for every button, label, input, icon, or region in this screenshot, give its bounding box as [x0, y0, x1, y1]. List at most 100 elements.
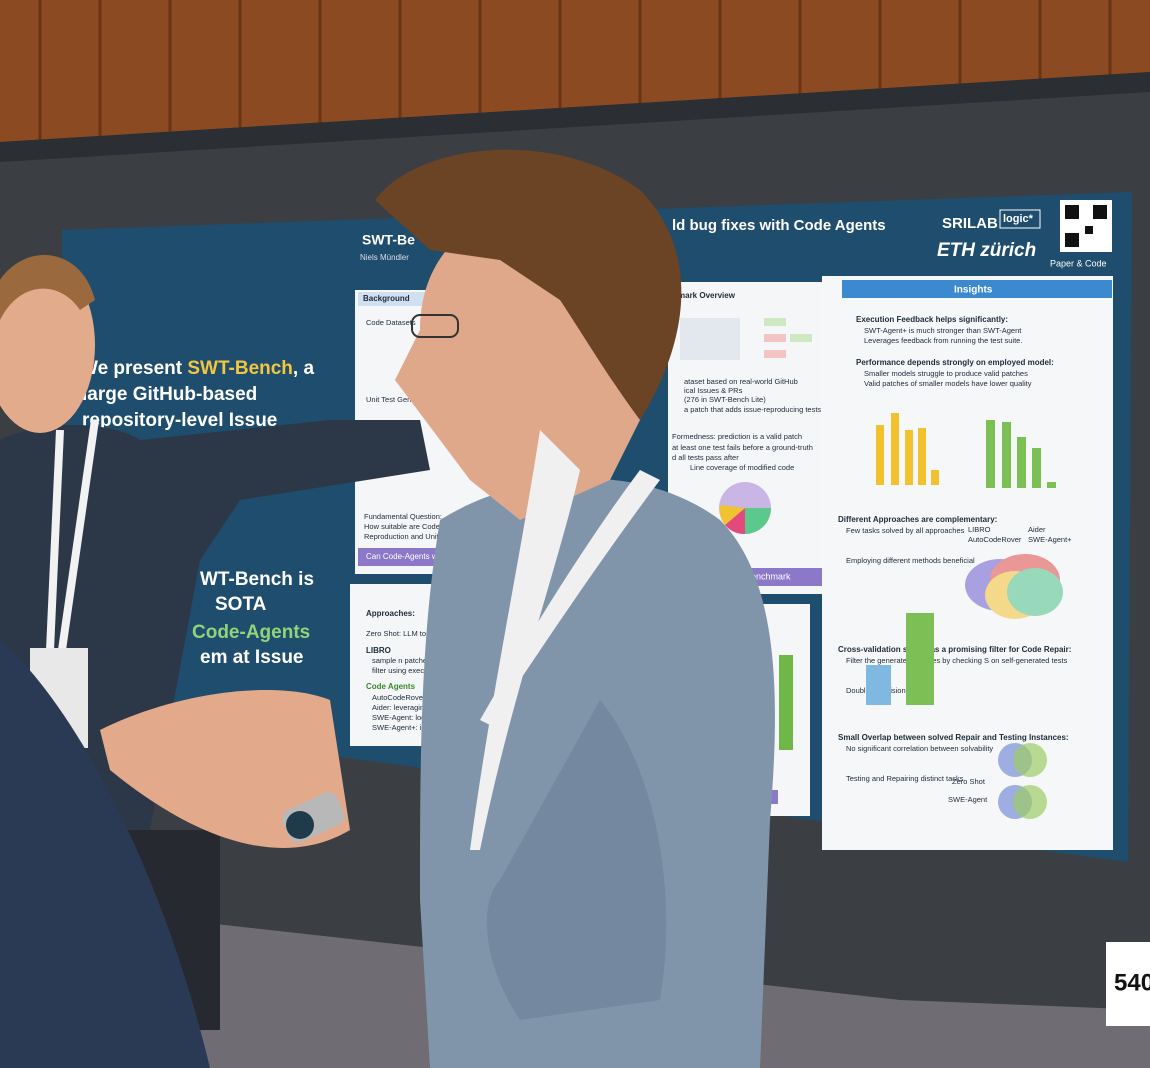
venn-legend: Aider	[1028, 525, 1046, 534]
venn-figure	[1013, 785, 1047, 819]
lab-logo: SRILAB	[942, 215, 998, 232]
overview-line: d all tests pass after	[672, 453, 739, 462]
approach-item: filter using execution feedback	[372, 666, 473, 675]
insights-panel	[822, 276, 1113, 850]
table-cell	[790, 334, 812, 342]
intro-highlight: SWT-Bench	[187, 358, 293, 379]
lanyard	[480, 470, 660, 725]
insight-title: Small Overlap between solved Repair and …	[838, 733, 1069, 742]
venn-legend: SWE-Agent+	[1028, 535, 1072, 544]
poster-authors: Niels Mündler	[360, 253, 409, 262]
board-frame	[0, 72, 1150, 162]
approach-item: LIBRO	[366, 646, 391, 655]
bar-figure	[866, 665, 891, 705]
insight-bullet: Smaller models struggle to produce valid…	[864, 369, 1028, 378]
intro-tail: , a	[293, 358, 315, 379]
insight-sections: Execution Feedback helps significantly: S…	[838, 315, 1071, 783]
background-item: Fundamental Question:	[364, 512, 442, 521]
background-item: Reproduction and Unit Test Generation?	[364, 532, 498, 541]
logic-box	[999, 209, 1041, 229]
overview-line: (276 in SWT-Bench Lite)	[684, 395, 766, 404]
lanyard	[58, 419, 99, 651]
foreground-shoulder	[0, 640, 210, 1068]
intro-line: We present SWT-Bench, a	[80, 358, 314, 379]
intro-line: large GitHub-based	[82, 384, 257, 405]
booth-sign	[1106, 942, 1150, 1026]
university-logo: ETH zürich	[937, 240, 1036, 261]
intro-line: repository-level Issue	[82, 410, 277, 431]
banner-text: Benchmark	[745, 571, 791, 581]
bar-figure	[876, 413, 939, 485]
panel-title: Background	[363, 294, 410, 303]
insight-bullet: Filter the generated Patches by checking…	[846, 656, 1068, 665]
approach-item: sample n patches	[372, 656, 431, 665]
conclusion-line: em at Issue	[200, 647, 304, 668]
insight-bullet: No significant correlation between solva…	[846, 744, 993, 753]
poster-logo: SWT-Be	[362, 232, 415, 248]
insight-bullet: Employing different methods beneficial	[846, 556, 975, 565]
lanyard	[46, 429, 64, 651]
person-hair	[375, 149, 682, 420]
overview-line: Line coverage of modified code	[690, 463, 794, 472]
pie-slice	[725, 508, 745, 535]
conclusion-line: SOTA	[215, 594, 267, 615]
overview-line: ical Issues & PRs	[684, 386, 743, 395]
insight-bullet: SWT-Agent+ is much stronger than SWT-Age…	[864, 326, 1022, 335]
insight-title: Different Approaches are complementary:	[838, 515, 997, 524]
venn-legend: AutoCodeRover	[968, 535, 1022, 544]
qr-block	[1065, 205, 1079, 219]
venn-figure	[1013, 743, 1047, 777]
overview-line: Formedness: prediction is a valid patch	[672, 432, 802, 441]
insight-title: Cross-validation serves as a promising f…	[838, 645, 1071, 654]
panel-title: mark Overview	[678, 291, 736, 300]
person-face	[0, 257, 95, 433]
table-cell	[764, 318, 786, 326]
person-arm	[486, 700, 667, 1020]
overview-line: ataset based on real-world GitHub	[684, 377, 798, 386]
venn-label: SWE-Agent	[948, 795, 988, 804]
person-hair	[0, 255, 95, 320]
insight-bullet: Valid patches of smaller models have low…	[864, 379, 1032, 388]
overview-line: at least one test fails before a ground-…	[672, 443, 813, 452]
approach-item: Code Agents	[366, 682, 416, 691]
conclusion-line: WT-Bench is	[200, 569, 314, 590]
conclusion-line: Code-Agents	[192, 622, 310, 643]
qr-block	[1085, 226, 1093, 234]
watch-face	[286, 811, 314, 839]
pie-slice	[745, 508, 771, 534]
glasses	[411, 314, 459, 338]
lanyard	[470, 430, 580, 850]
lab-logo-2: logic*	[1003, 213, 1034, 225]
overview-figure	[680, 318, 740, 360]
panel-title: Insights	[954, 285, 993, 296]
overview-line: a patch that adds issue-reproducing test…	[684, 405, 821, 414]
venn-label: Zero Shot	[952, 777, 986, 786]
qr-caption: Paper & Code	[1050, 258, 1107, 268]
background-item: Unit Test Generation	[366, 395, 434, 404]
insight-bullet: Leverages feedback from running the test…	[864, 336, 1022, 345]
panel-header	[842, 280, 1112, 298]
venn-legend: LIBRO	[968, 525, 991, 534]
table-cell	[764, 350, 786, 358]
intro-lead: We present	[80, 358, 187, 379]
bar-figure	[986, 420, 1056, 488]
poster-title: ld bug fixes with Code Agents	[672, 217, 886, 234]
insight-bullet: Few tasks solved by all approaches	[846, 526, 965, 535]
insight-title: Performance depends strongly on employed…	[856, 358, 1054, 367]
bar-figure	[906, 613, 934, 705]
qr-block	[1065, 233, 1079, 247]
background-item: Code Datasets	[366, 318, 416, 327]
insight-bullet: Testing and Repairing distinct tasks	[846, 774, 964, 783]
venn-figure	[965, 554, 1063, 619]
panel-title: Approaches:	[366, 609, 415, 618]
insight-title: Execution Feedback helps significantly:	[856, 315, 1008, 324]
bar-figure	[779, 655, 793, 750]
hands	[100, 690, 350, 848]
qr-block	[1093, 205, 1107, 219]
pie-slice	[719, 505, 745, 525]
table-cell	[764, 334, 786, 342]
booth-number: 540	[1114, 969, 1150, 996]
banner	[735, 568, 823, 586]
